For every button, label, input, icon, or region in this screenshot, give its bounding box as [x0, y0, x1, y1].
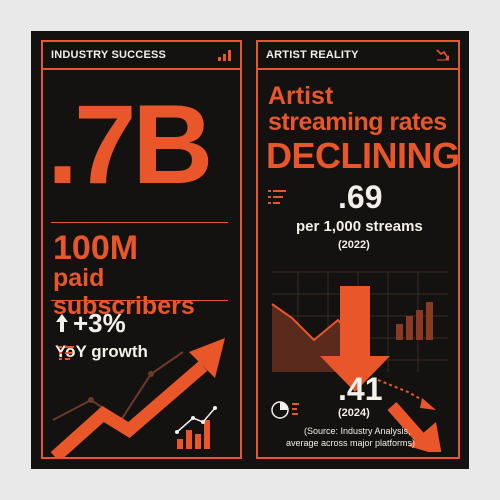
infographic-poster: INDUSTRY SUCCESS .7B 100M paid subscribe… [31, 31, 469, 469]
growth-label: YoY growth [55, 342, 148, 361]
down-arrow [320, 286, 390, 392]
artist-title-line3: DECLINING [266, 135, 460, 176]
up-arrow-icon [55, 313, 69, 333]
source-line2: average across major platforms) [286, 438, 416, 448]
divider [51, 222, 228, 223]
growth-value: +3% [73, 308, 126, 338]
bar-chart-icon [175, 406, 217, 449]
artist-title-line1: Artist [268, 82, 334, 110]
decline-chart-graphic [258, 252, 458, 452]
list-icon [268, 190, 288, 206]
artist-reality-panel: ARTIST REALITY Artist streaming rates DE… [256, 40, 460, 459]
bar-chart-icon [218, 49, 232, 61]
decline-arrow [387, 402, 442, 452]
growth-chart-graphic [43, 312, 240, 457]
growth-arrow [50, 338, 225, 457]
rate-2022-year: (2022) [338, 239, 370, 251]
list-icon [59, 346, 74, 360]
artist-title-line2: streaming rates [268, 108, 447, 136]
subscribers-label: paid subscribers [53, 264, 195, 320]
rate-2024-value: .41 [338, 371, 383, 407]
rate-2024-year: (2024) [338, 407, 370, 419]
subscribers-value: 100M [53, 229, 139, 267]
revenue-headline: .7B [47, 82, 213, 207]
pie-chart-icon [271, 401, 299, 419]
divider [51, 300, 228, 301]
trend-down-icon [436, 49, 450, 61]
industry-success-panel: INDUSTRY SUCCESS .7B 100M paid subscribe… [41, 40, 242, 459]
artist-reality-title: ARTIST REALITY [266, 49, 359, 61]
rate-2022-value: .69 [338, 179, 383, 215]
industry-success-title: INDUSTRY SUCCESS [51, 49, 167, 61]
rate-unit: per 1,000 streams [296, 218, 423, 235]
artist-reality-header: ARTIST REALITY [258, 42, 458, 70]
source-line1: (Source: Industry Analysis, [304, 426, 411, 436]
industry-success-header: INDUSTRY SUCCESS [43, 42, 240, 70]
